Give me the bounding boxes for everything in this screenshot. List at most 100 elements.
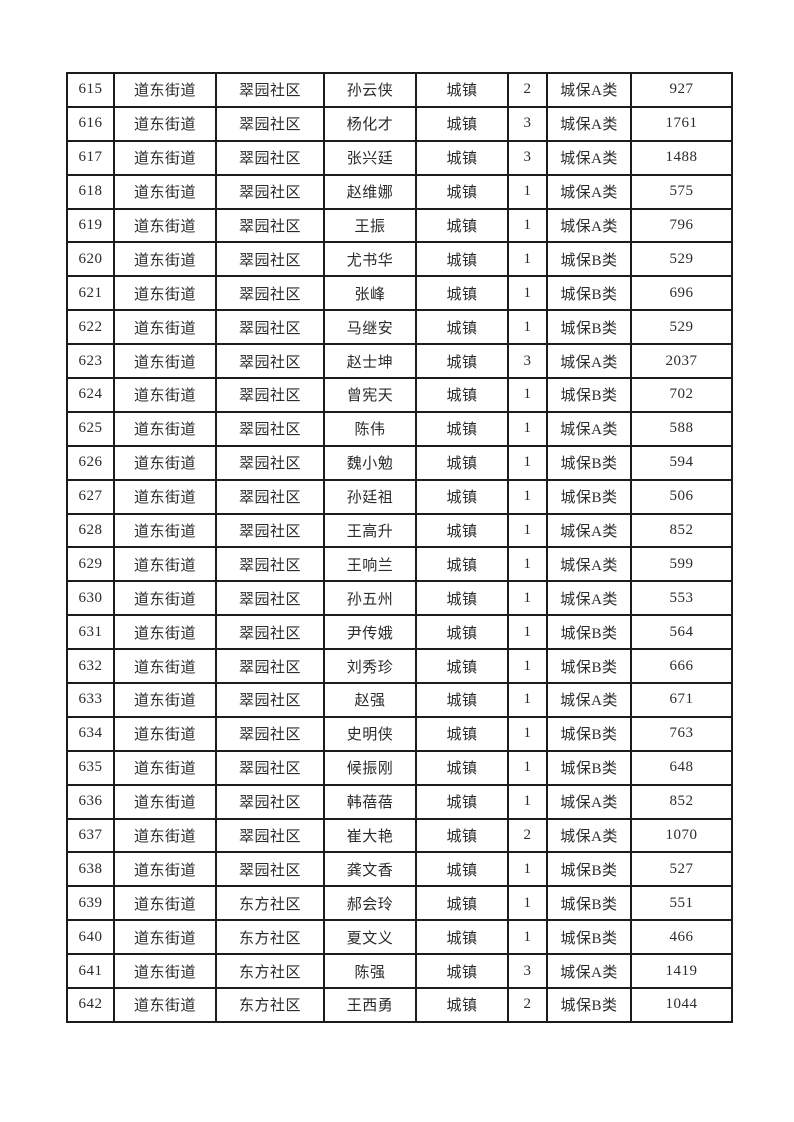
cell-amount: 588 xyxy=(630,410,733,447)
cell-community: 翠园社区 xyxy=(215,173,325,210)
cell-person-count: 1 xyxy=(507,546,548,583)
cell-residence-type: 城镇 xyxy=(415,546,509,583)
table-row: 624 道东街道 翠园社区 曾宪天 城镇 1 城保B类 702 xyxy=(66,377,733,413)
benefit-table-body: 615 道东街道 翠园社区 孙云侠 城镇 2 城保A类 927 616 道东街道 翠园社区 杨化才 城镇… xyxy=(66,72,733,1023)
cell-name: 龚文香 xyxy=(323,851,417,888)
cell-category: 城保B类 xyxy=(546,987,632,1023)
cell-community: 翠园社区 xyxy=(215,851,325,888)
cell-category: 城保B类 xyxy=(546,919,632,956)
cell-category: 城保A类 xyxy=(546,783,632,820)
table-row: 628 道东街道 翠园社区 王高升 城镇 1 城保A类 852 xyxy=(66,512,733,549)
cell-name: 马继安 xyxy=(323,309,417,346)
cell-category: 城保A类 xyxy=(546,953,632,990)
cell-name: 陈强 xyxy=(323,953,417,990)
table-row: 630 道东街道 翠园社区 孙五州 城镇 1 城保A类 553 xyxy=(66,580,733,617)
cell-amount: 529 xyxy=(630,241,733,278)
cell-street: 道东街道 xyxy=(113,173,217,210)
cell-amount: 671 xyxy=(630,682,733,718)
cell-residence-type: 城镇 xyxy=(415,851,509,888)
table-row: 617 道东街道 翠园社区 张兴廷 城镇 3 城保A类 1488 xyxy=(66,139,733,176)
cell-community: 翠园社区 xyxy=(215,546,325,583)
cell-street: 道东街道 xyxy=(113,207,217,244)
cell-community: 翠园社区 xyxy=(215,478,325,515)
cell-category: 城保B类 xyxy=(546,377,632,413)
cell-residence-type: 城镇 xyxy=(415,72,509,108)
cell-name: 崔大艳 xyxy=(323,817,417,854)
cell-residence-type: 城镇 xyxy=(415,512,509,549)
cell-person-count: 1 xyxy=(507,241,548,278)
cell-serial: 621 xyxy=(66,275,115,312)
cell-name: 尹传娥 xyxy=(323,614,417,651)
cell-category: 城保B类 xyxy=(546,614,632,651)
cell-residence-type: 城镇 xyxy=(415,749,509,786)
cell-category: 城保B类 xyxy=(546,478,632,515)
table-row: 641 道东街道 东方社区 陈强 城镇 3 城保A类 1419 xyxy=(66,953,733,990)
cell-person-count: 1 xyxy=(507,275,548,312)
cell-amount: 506 xyxy=(630,478,733,515)
table-row: 640 道东街道 东方社区 夏文义 城镇 1 城保B类 466 xyxy=(66,919,733,956)
cell-person-count: 1 xyxy=(507,783,548,820)
cell-street: 道东街道 xyxy=(113,783,217,820)
table-row: 619 道东街道 翠园社区 王振 城镇 1 城保A类 796 xyxy=(66,207,733,244)
cell-residence-type: 城镇 xyxy=(415,953,509,990)
cell-residence-type: 城镇 xyxy=(415,309,509,346)
cell-category: 城保A类 xyxy=(546,682,632,718)
cell-street: 道东街道 xyxy=(113,512,217,549)
cell-community: 翠园社区 xyxy=(215,343,325,380)
cell-category: 城保A类 xyxy=(546,580,632,617)
cell-name: 王响兰 xyxy=(323,546,417,583)
cell-category: 城保A类 xyxy=(546,343,632,380)
cell-person-count: 2 xyxy=(507,817,548,854)
cell-residence-type: 城镇 xyxy=(415,105,509,142)
cell-category: 城保A类 xyxy=(546,410,632,447)
cell-person-count: 3 xyxy=(507,343,548,380)
cell-community: 翠园社区 xyxy=(215,580,325,617)
cell-community: 东方社区 xyxy=(215,953,325,990)
cell-category: 城保B类 xyxy=(546,309,632,346)
cell-category: 城保B类 xyxy=(546,648,632,685)
cell-amount: 599 xyxy=(630,546,733,583)
table-row: 625 道东街道 翠园社区 陈伟 城镇 1 城保A类 588 xyxy=(66,410,733,447)
table-row: 621 道东街道 翠园社区 张峰 城镇 1 城保B类 696 xyxy=(66,275,733,312)
cell-serial: 628 xyxy=(66,512,115,549)
cell-person-count: 1 xyxy=(507,580,548,617)
cell-person-count: 1 xyxy=(507,309,548,346)
cell-name: 王西勇 xyxy=(323,987,417,1023)
cell-category: 城保B类 xyxy=(546,275,632,312)
cell-name: 赵维娜 xyxy=(323,173,417,210)
cell-serial: 634 xyxy=(66,715,115,752)
cell-community: 翠园社区 xyxy=(215,105,325,142)
table-row: 618 道东街道 翠园社区 赵维娜 城镇 1 城保A类 575 xyxy=(66,173,733,210)
cell-serial: 636 xyxy=(66,783,115,820)
table-row: 635 道东街道 翠园社区 候振刚 城镇 1 城保B类 648 xyxy=(66,749,733,786)
cell-street: 道东街道 xyxy=(113,444,217,481)
cell-serial: 619 xyxy=(66,207,115,244)
cell-name: 曾宪天 xyxy=(323,377,417,413)
cell-residence-type: 城镇 xyxy=(415,207,509,244)
cell-name: 陈伟 xyxy=(323,410,417,447)
cell-community: 翠园社区 xyxy=(215,614,325,651)
cell-residence-type: 城镇 xyxy=(415,275,509,312)
cell-person-count: 3 xyxy=(507,139,548,176)
cell-community: 翠园社区 xyxy=(215,749,325,786)
cell-residence-type: 城镇 xyxy=(415,715,509,752)
cell-serial: 637 xyxy=(66,817,115,854)
cell-residence-type: 城镇 xyxy=(415,614,509,651)
cell-category: 城保B类 xyxy=(546,241,632,278)
cell-amount: 1419 xyxy=(630,953,733,990)
cell-residence-type: 城镇 xyxy=(415,648,509,685)
cell-residence-type: 城镇 xyxy=(415,444,509,481)
cell-amount: 796 xyxy=(630,207,733,244)
cell-person-count: 1 xyxy=(507,885,548,922)
cell-serial: 630 xyxy=(66,580,115,617)
table-row: 631 道东街道 翠园社区 尹传娥 城镇 1 城保B类 564 xyxy=(66,614,733,651)
cell-serial: 615 xyxy=(66,72,115,108)
cell-amount: 1761 xyxy=(630,105,733,142)
cell-person-count: 1 xyxy=(507,614,548,651)
cell-street: 道东街道 xyxy=(113,377,217,413)
cell-name: 郝会玲 xyxy=(323,885,417,922)
cell-person-count: 1 xyxy=(507,682,548,718)
cell-amount: 553 xyxy=(630,580,733,617)
cell-serial: 626 xyxy=(66,444,115,481)
